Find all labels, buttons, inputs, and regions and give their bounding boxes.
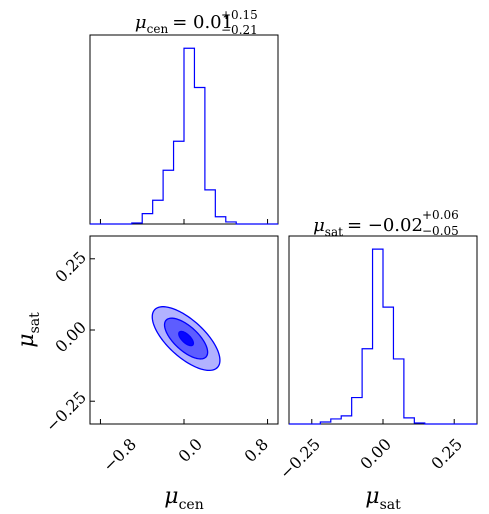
y-axis-label-mu-sat-symbol: μ <box>14 333 39 347</box>
histogram-mu-cen-ticks <box>99 219 269 224</box>
y-axis-label-mu-sat: μsat <box>14 312 43 348</box>
histogram-mu-cen-panel: μcen = 0.01 +0.15 −0.21 <box>89 8 279 225</box>
x-axis-label-mu-sat-symbol: μ <box>365 484 379 509</box>
histogram-mu-sat-panel: μsat = −0.02 +0.06 −0.05 −0.25 0.00 0.25 … <box>276 208 478 513</box>
x-axis-label-mu-sat-subscript: sat <box>380 497 402 513</box>
title-mu-cen-symbol: μ <box>135 12 147 33</box>
x-axis-label-mu-cen-symbol: μ <box>164 484 178 509</box>
contour-level-2 <box>178 330 195 347</box>
x-tick-mu-cen-pos: 0.8 <box>241 435 272 466</box>
contour-panel: −0.8 0.0 0.8 0.25 0.00 −0.25 μcen μsat <box>14 235 279 513</box>
histogram-mu-sat-ticks <box>311 419 455 424</box>
x-axis-label-mu-cen: μcen <box>164 484 203 513</box>
title-mu-sat-symbol: μ <box>313 215 325 236</box>
y-axis-label-mu-sat-subscript: sat <box>27 312 43 334</box>
x-tick-mu-cen-zero: 0.0 <box>175 435 206 466</box>
contour-ticks <box>90 258 269 424</box>
title-mu-sat-minus: −0.05 <box>422 224 459 238</box>
y-tick-mu-sat-zero: 0.00 <box>51 318 90 357</box>
title-mu-cen: μcen = 0.01 <box>135 12 233 36</box>
title-mu-sat-plus: +0.06 <box>422 208 459 222</box>
x-tick-mu-cen-neg: −0.8 <box>99 435 140 476</box>
x-tick-mu-sat-zero: 0.00 <box>356 435 395 474</box>
title-mu-cen-plus: +0.15 <box>221 8 258 22</box>
x-tick-mu-sat-neg: −0.25 <box>276 435 324 483</box>
y-tick-mu-sat-neg: −0.25 <box>42 388 90 436</box>
title-mu-sat-value: = −0.02 <box>347 215 423 236</box>
histogram-mu-sat-steps <box>289 248 477 425</box>
x-axis-label-mu-cen-subscript: cen <box>179 497 204 513</box>
title-mu-sat-subscript: sat <box>325 225 343 239</box>
x-axis-label-mu-sat: μsat <box>365 484 401 513</box>
x-tick-mu-sat-pos: 0.25 <box>427 435 466 474</box>
title-mu-cen-value: = 0.01 <box>172 12 233 33</box>
contour-levels <box>151 306 221 372</box>
histogram-mu-cen-steps <box>90 47 278 225</box>
title-mu-cen-subscript: cen <box>147 22 169 36</box>
title-mu-sat: μsat = −0.02 <box>313 215 423 239</box>
title-mu-cen-minus: −0.21 <box>221 23 258 37</box>
y-tick-mu-sat-pos: 0.25 <box>51 248 90 287</box>
